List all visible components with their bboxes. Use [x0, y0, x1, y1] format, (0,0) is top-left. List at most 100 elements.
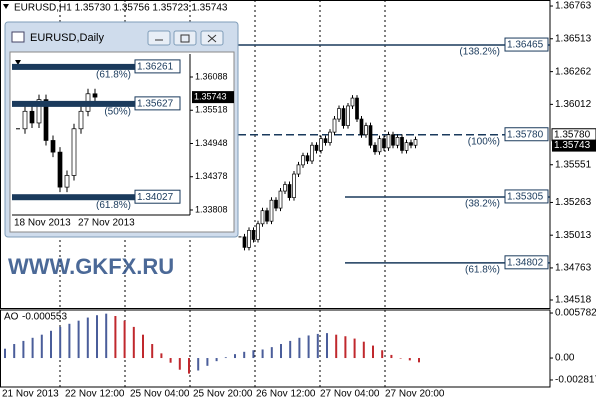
- current-price: 1.35743: [194, 91, 227, 101]
- window-client: [9, 51, 235, 233]
- candle: [29, 110, 35, 124]
- candle: [92, 93, 98, 98]
- ao-bar: [307, 335, 310, 359]
- candle: [71, 128, 77, 176]
- candle: [386, 134, 391, 149]
- ao-bar: [105, 313, 108, 359]
- ao-bar: [381, 350, 384, 359]
- x-tick-label: 26 Nov 12:00: [256, 389, 316, 400]
- ao-bar: [298, 337, 301, 359]
- fib-pct: (61.8%): [465, 264, 500, 275]
- current-price-box: [552, 139, 596, 152]
- ao-bar: [96, 315, 98, 359]
- ao-bar: [4, 348, 6, 359]
- candle: [251, 229, 256, 240]
- ao-bar: [206, 358, 209, 366]
- ao-bar: [13, 344, 16, 359]
- candle: [283, 184, 287, 192]
- button-glyph: [207, 34, 217, 43]
- fib-level: [12, 194, 135, 201]
- ao-bar: [362, 341, 365, 359]
- x-tick-label: 27 Nov 2013: [78, 218, 135, 229]
- ao-bar: [243, 351, 246, 359]
- candle: [400, 137, 404, 151]
- window-button[interactable]: [147, 30, 171, 46]
- candle: [337, 108, 341, 120]
- ao-bar: [169, 358, 172, 363]
- ao-bar: [114, 315, 117, 359]
- fib-box: [504, 127, 549, 142]
- candle: [265, 210, 269, 222]
- y-tick-label: 1.36012: [555, 99, 592, 110]
- candle: [413, 139, 418, 146]
- ao-bar: [344, 336, 347, 359]
- axis-level-label: 1.35780: [554, 129, 591, 140]
- candle: [269, 199, 274, 222]
- ao-bar: [399, 358, 402, 359]
- fib-pct: (61.8%): [96, 200, 131, 211]
- candle: [260, 210, 265, 225]
- fib-pct: (61.8%): [96, 70, 131, 81]
- ao-bar: [418, 358, 420, 363]
- ao-current: -0.000553: [22, 312, 67, 323]
- ao-bar: [197, 358, 200, 371]
- ao-bar: [132, 326, 135, 359]
- daily-window[interactable]: EURUSD,Daily 1.36088 1.35518 1.34948 1.34378…: [4, 21, 239, 238]
- candle: [256, 223, 260, 240]
- current-price-box: [192, 91, 234, 104]
- fib-level: [12, 100, 135, 107]
- ao-bar: [326, 333, 328, 359]
- candle: [395, 137, 400, 146]
- window-button[interactable]: [173, 30, 197, 46]
- ao-bar: [408, 358, 411, 361]
- candle: [409, 142, 413, 146]
- candle: [332, 118, 337, 133]
- ao-bar: [123, 320, 126, 359]
- x-tick-label: 21 Nov 2013: [2, 389, 59, 400]
- ao-bar: [50, 330, 52, 359]
- candle: [377, 138, 382, 153]
- ao-title: AO: [4, 312, 19, 323]
- ao-bar: [68, 323, 71, 359]
- y-tick-label: 1.34518: [555, 295, 592, 306]
- window-icon: [11, 31, 25, 43]
- y-tick-label: 1.36088: [195, 71, 228, 81]
- ao-bar: [142, 334, 144, 359]
- ao-bar: [59, 326, 62, 359]
- candle: [278, 190, 283, 209]
- candle: [274, 199, 278, 209]
- plot-frame: [0, 0, 551, 309]
- candle: [319, 138, 323, 151]
- ao-bar: [234, 354, 236, 359]
- ao-bar: [160, 353, 163, 359]
- candle: [368, 125, 373, 146]
- y-tick-label: 1.36763: [555, 1, 592, 12]
- candle: [341, 108, 346, 126]
- candle: [404, 142, 409, 151]
- fib-value: 1.36465: [507, 40, 544, 51]
- candle: [287, 184, 292, 198]
- fib-pct: (38.2%): [465, 199, 500, 210]
- candle: [364, 125, 368, 136]
- candle: [350, 97, 355, 107]
- candle: [247, 229, 251, 248]
- ao-bar: [289, 340, 292, 359]
- candle: [323, 138, 328, 143]
- ao-bar: [178, 358, 181, 370]
- panel-frame: [0, 309, 551, 388]
- button-glyph: [180, 34, 190, 43]
- y-tick-label: -0.002817: [555, 375, 596, 386]
- candle: [292, 173, 296, 198]
- ao-bar: [372, 345, 374, 359]
- ao-bar: [270, 347, 273, 359]
- ao-bar: [252, 350, 255, 359]
- fib-pct: (50%): [104, 107, 131, 118]
- fib-box: [504, 37, 549, 52]
- candle: [328, 131, 332, 143]
- x-tick-label: 25 Nov 20:00: [193, 389, 253, 400]
- candle: [373, 144, 377, 153]
- ao-bar: [335, 334, 338, 359]
- y-tick-label: 0.005782: [555, 308, 596, 319]
- ao-bar: [316, 333, 319, 359]
